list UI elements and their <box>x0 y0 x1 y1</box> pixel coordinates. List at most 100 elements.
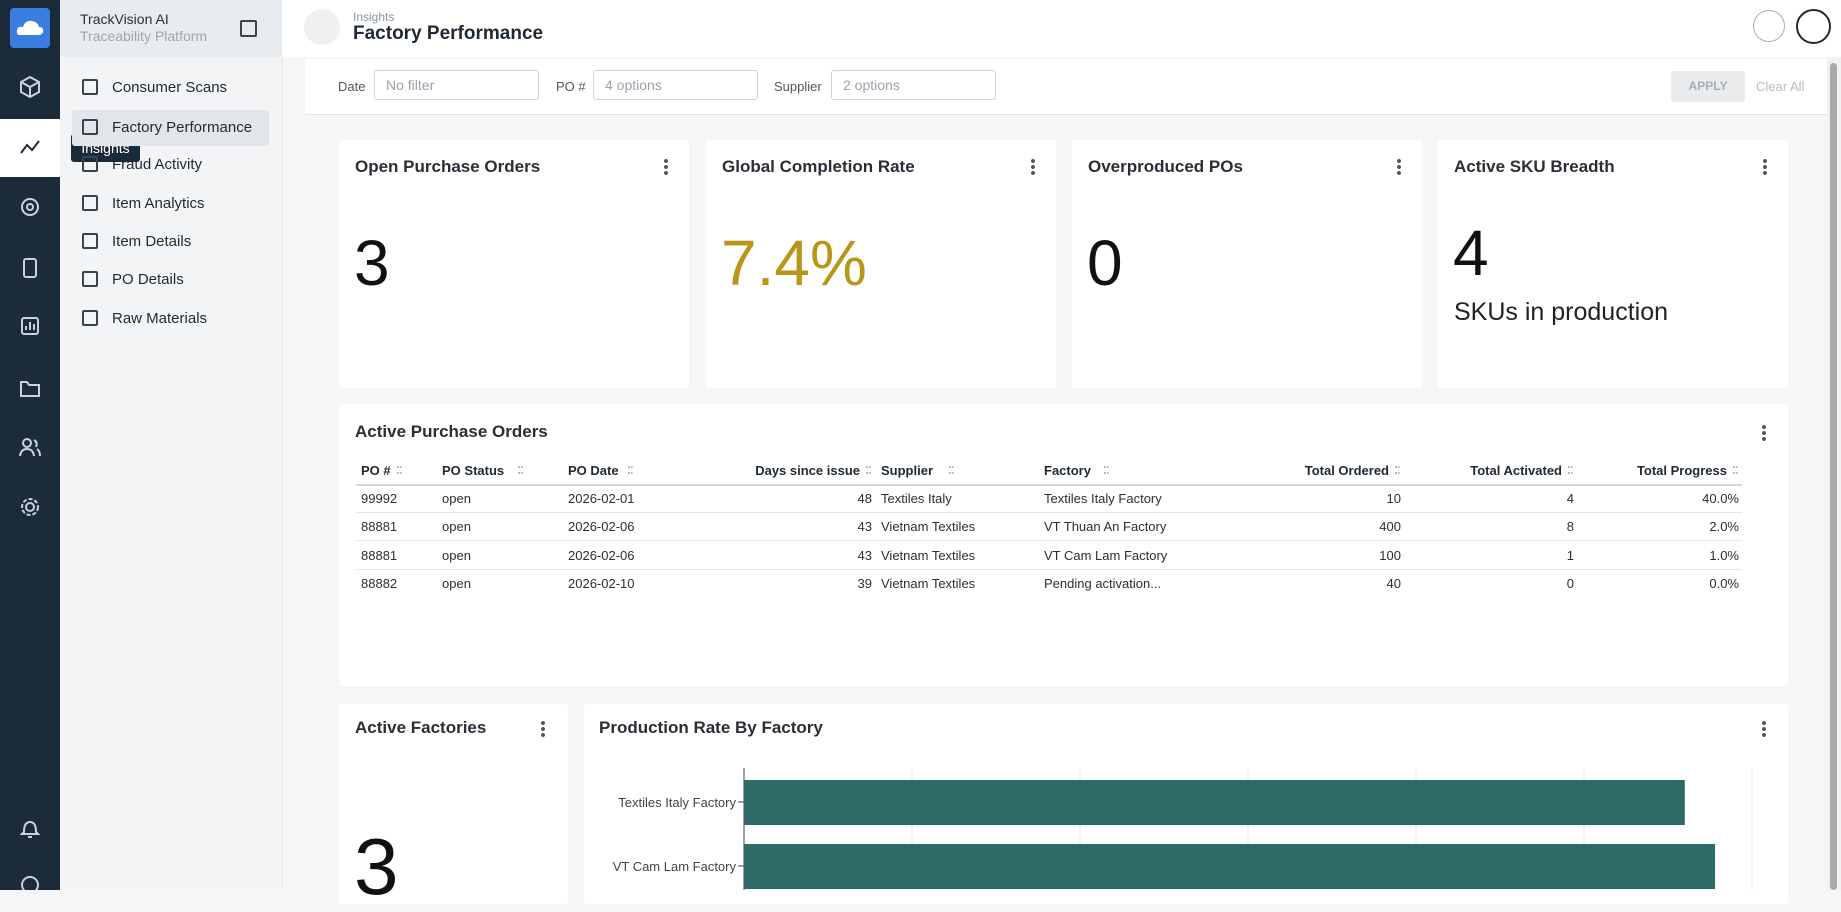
logo-icon <box>16 20 44 35</box>
sort-icon[interactable] <box>1395 466 1400 474</box>
column-header[interactable]: Total Ordered <box>1304 463 1389 478</box>
table-cell: 2026-02-01 <box>568 491 635 506</box>
table-cell: Vietnam Textiles <box>881 548 976 563</box>
nav-item[interactable]: Item Analytics <box>112 195 205 212</box>
column-header[interactable]: Factory <box>1044 463 1091 478</box>
table-cell: 88881 <box>361 548 398 563</box>
table-cell: 0.0% <box>1709 576 1739 591</box>
table-cell: 0 <box>1566 576 1574 591</box>
bar <box>744 844 1716 889</box>
table-cell: open <box>442 548 471 563</box>
date-filter[interactable]: No filter <box>374 70 539 100</box>
table-card <box>339 404 1788 686</box>
column-header[interactable]: Total Activated <box>1470 463 1562 478</box>
table-cell: open <box>442 491 471 506</box>
sort-icon[interactable] <box>866 466 871 474</box>
kpi-value: 0 <box>1087 227 1123 299</box>
card-title: Active SKU Breadth <box>1454 157 1615 176</box>
table-cell: 100 <box>1379 548 1401 563</box>
sort-icon[interactable] <box>518 466 523 474</box>
table-cell: 8 <box>1566 519 1574 534</box>
y-tick-label: Textiles Italy Factory <box>618 795 736 810</box>
sort-icon[interactable] <box>397 466 402 474</box>
sort-icon[interactable] <box>1733 466 1738 474</box>
table-cell: 2026-02-10 <box>568 576 635 591</box>
sort-icon[interactable] <box>1104 466 1109 474</box>
y-tick-label: VT Cam Lam Factory <box>613 859 737 874</box>
card-menu[interactable] <box>1397 158 1401 176</box>
table-cell: 43 <box>857 548 872 563</box>
filter-label: PO # <box>556 79 586 94</box>
kpi-card <box>706 140 1056 388</box>
table-cell: 43 <box>857 519 872 534</box>
collapse-button[interactable] <box>240 20 257 37</box>
nav-active <box>72 110 269 146</box>
filter-bar <box>305 59 1827 115</box>
scroll-thumb[interactable] <box>1830 63 1837 890</box>
kpi-value: 3 <box>354 822 399 911</box>
nav-item[interactable]: Fraud Activity <box>112 156 203 173</box>
card-menu[interactable] <box>1763 158 1767 176</box>
supplier-filter[interactable]: 2 options <box>831 70 996 100</box>
column-header[interactable]: PO Date <box>568 463 619 478</box>
nav-icon <box>82 79 98 95</box>
table-cell: VT Cam Lam Factory <box>1044 548 1168 563</box>
table-cell: Textiles Italy <box>881 491 952 506</box>
present-button[interactable] <box>1753 10 1785 42</box>
column-header[interactable]: Total Progress <box>1636 463 1727 478</box>
table-cell: 2026-02-06 <box>568 548 635 563</box>
table-cell: 40 <box>1386 576 1401 591</box>
brand-bar <box>60 0 282 57</box>
row-divider <box>356 512 1742 513</box>
card-title: Overproduced POs <box>1088 157 1243 176</box>
table-header-line <box>356 484 1742 486</box>
sort-icon[interactable] <box>628 466 633 474</box>
nav-item[interactable]: Raw Materials <box>112 310 208 327</box>
clear-button[interactable]: Clear All <box>1756 79 1805 94</box>
logo[interactable] <box>10 8 50 48</box>
table-cell: Vietnam Textiles <box>881 519 976 534</box>
apply-button[interactable]: APPLY <box>1671 71 1745 102</box>
chart: Textiles Italy Factory VT Cam Lam Factory <box>613 768 1753 890</box>
nav-item[interactable]: Item Details <box>112 233 192 250</box>
brand-subtitle: Traceability Platform <box>80 28 208 44</box>
nav-icon <box>82 195 98 211</box>
card-menu[interactable] <box>664 158 668 176</box>
kpi-card <box>1438 140 1788 388</box>
column-header[interactable]: Supplier <box>881 463 934 478</box>
nav-item[interactable]: PO Details <box>112 271 184 288</box>
card-menu[interactable] <box>541 720 545 738</box>
row-divider <box>356 569 1742 570</box>
card-title: Open Purchase Orders <box>355 157 541 176</box>
column-header[interactable]: Days since issue <box>755 463 860 478</box>
sort-icon[interactable] <box>949 466 954 474</box>
table-cell: 40.0% <box>1702 491 1739 506</box>
table-cell: 39 <box>857 576 872 591</box>
table-cell: 1.0% <box>1709 548 1739 563</box>
edit-button[interactable] <box>1796 9 1831 44</box>
rail-icons <box>19 75 41 890</box>
table-cell: 99992 <box>361 491 398 506</box>
column-header[interactable]: PO # <box>361 463 391 478</box>
po-filter[interactable]: 4 options <box>593 70 758 100</box>
column-header[interactable]: PO Status <box>442 463 505 478</box>
table-cell: 4 <box>1566 491 1574 506</box>
table-cell: 400 <box>1379 519 1401 534</box>
nav-item[interactable]: Consumer Scans <box>112 79 228 96</box>
nav-item[interactable]: Factory Performance <box>112 119 253 136</box>
table-cell: 1 <box>1566 548 1574 563</box>
sort-icon[interactable] <box>1568 466 1573 474</box>
card-title: Active Factories <box>355 718 487 737</box>
table-cell: VT Thuan An Factory <box>1044 519 1167 534</box>
card-menu[interactable] <box>1762 424 1766 442</box>
breadcrumb[interactable]: Insights <box>353 10 395 24</box>
card-menu[interactable] <box>1762 720 1766 738</box>
card-title: Active Purchase Orders <box>355 422 548 441</box>
table-cell: 2.0% <box>1709 519 1739 534</box>
table-cell: 88881 <box>361 519 398 534</box>
card-title: Global Completion Rate <box>722 157 915 176</box>
nav-icon <box>82 271 98 287</box>
table-cell: 2026-02-06 <box>568 519 635 534</box>
card-menu[interactable] <box>1031 158 1035 176</box>
kpi-value: 4 <box>1453 217 1489 289</box>
